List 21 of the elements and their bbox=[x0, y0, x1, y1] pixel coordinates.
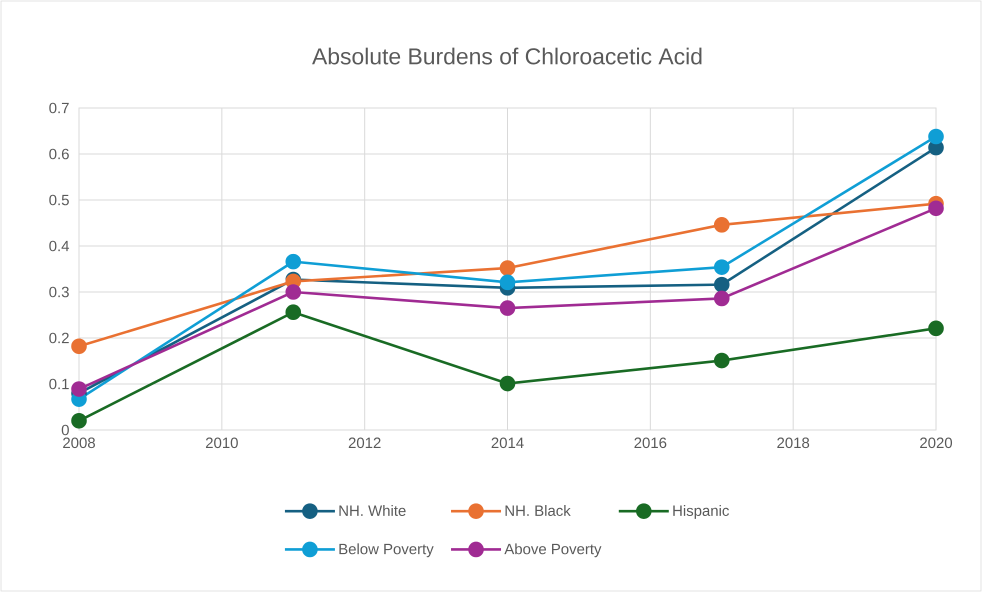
x-tick-label: 2014 bbox=[492, 438, 524, 448]
legend-label: Hispanic bbox=[673, 505, 729, 519]
y-tick-label: 0.5 bbox=[49, 194, 69, 206]
y-tick-label: 0.1 bbox=[49, 378, 69, 390]
x-tick-label: 2010 bbox=[206, 438, 238, 448]
legend-label: Below Poverty bbox=[339, 543, 434, 558]
y-tick-label: 0.3 bbox=[49, 286, 69, 298]
y-tick-label: 0.4 bbox=[49, 240, 70, 252]
y-tick-label: 0 bbox=[62, 424, 69, 436]
x-tick-label: 2018 bbox=[777, 438, 810, 448]
x-tick-label: 2016 bbox=[634, 438, 666, 448]
y-tick-label: 0.7 bbox=[49, 102, 69, 114]
legend-label: Above Poverty bbox=[504, 543, 602, 558]
y-tick-label: 0.6 bbox=[49, 148, 69, 160]
legend-label: NH. White bbox=[339, 505, 406, 516]
chart-title: Absolute Burdens of Chloroacetic Acid bbox=[312, 48, 702, 64]
x-tick-label: 2020 bbox=[920, 438, 952, 448]
legend-label: NH. Black bbox=[506, 505, 571, 516]
y-tick-label: 0.2 bbox=[49, 332, 69, 344]
x-tick-label: 2008 bbox=[63, 438, 95, 448]
x-tick-label: 2012 bbox=[348, 438, 381, 448]
